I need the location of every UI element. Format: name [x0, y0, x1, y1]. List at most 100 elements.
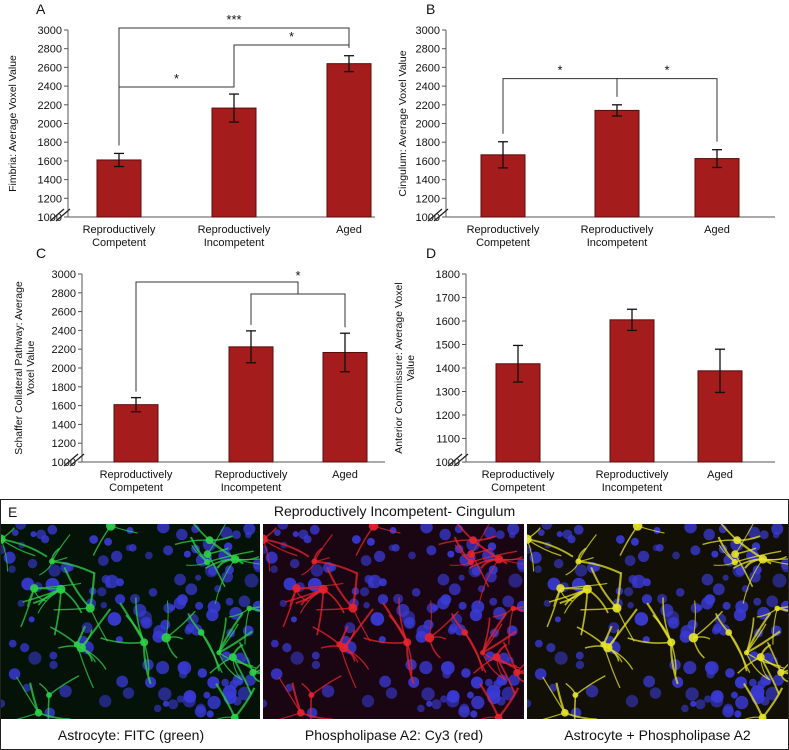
y-tick-label: 2200: [38, 100, 62, 112]
category-label: Aged: [704, 224, 730, 236]
category-label: Reproductively: [596, 469, 669, 481]
y-tick-label: 3000: [38, 25, 62, 37]
category-label: Competent: [476, 237, 530, 249]
category-label: Aged: [332, 469, 358, 481]
axis-break: [63, 453, 79, 467]
y-axis-label: Voxel Value: [25, 341, 37, 396]
y-axis-label: Anterior Commissure: Average Voxel: [393, 282, 405, 453]
y-axis-label: Schaffer Collateral Pathway: Average: [13, 281, 25, 455]
chart-panel-d: D 1000 1100 1200 1300 1400 1500 1600 1700 1800 Ant…: [393, 245, 775, 494]
category-label: Competent: [92, 237, 146, 249]
significance-label: ***: [226, 12, 241, 27]
significance-label: *: [295, 268, 300, 283]
category-label: Reproductively: [198, 224, 271, 236]
y-tick-label: 2400: [52, 325, 76, 337]
significance-bracket: [118, 27, 350, 146]
axis-break: [55, 208, 71, 222]
y-tick-label: 1000: [436, 457, 460, 469]
y-tick-label: 1600: [38, 156, 62, 168]
y-tick-label: 2200: [416, 100, 440, 112]
y-tick-label: 1000: [52, 457, 76, 469]
axis-break: [69, 453, 85, 467]
bar: [609, 319, 655, 463]
category-label: Incompetent: [602, 482, 663, 494]
y-tick-label: 1600: [416, 156, 440, 168]
y-tick-label: 1100: [436, 434, 460, 446]
panel-letter: C: [36, 245, 46, 261]
significance-label: *: [557, 63, 562, 78]
category-label: Reproductively: [467, 224, 540, 236]
axis-break: [433, 208, 449, 222]
bar-charts: A 1000 1200 1400 1600 1800 2000 2200 2400 2600 280…: [7, 1, 775, 494]
bar: [113, 404, 159, 463]
bar: [211, 107, 257, 218]
chart-panel-b: B 1000 1200 1400 1600 1800 2000 2200 2400 2600 280…: [397, 1, 775, 249]
category-label: Competent: [491, 482, 545, 494]
micrograph-astrocyte-fitc: [1, 524, 260, 719]
y-tick-label: 1400: [52, 419, 76, 431]
chart-panel-a: A 1000 1200 1400 1600 1800 2000 2200 2400 2600 280…: [7, 1, 375, 249]
y-tick-label: 1200: [52, 438, 76, 450]
micrograph-texture: [263, 524, 524, 719]
bar: [326, 63, 372, 218]
y-tick-label: 1600: [436, 316, 460, 328]
y-tick-label: 1800: [38, 137, 62, 149]
y-tick-label: 2000: [38, 119, 62, 131]
significance-label: *: [174, 71, 179, 86]
panel-letter: B: [426, 1, 435, 17]
y-tick-label: 2000: [416, 119, 440, 131]
significance-bracket: [135, 281, 299, 392]
y-tick-label: 1400: [436, 363, 460, 375]
category-label: Reproductively: [83, 224, 156, 236]
panel-e-title: Reproductively Incompetent- Cingulum: [273, 503, 516, 519]
category-label: Incompetent: [587, 237, 648, 249]
y-axis-label: Cingulum: Average Voxel Value: [397, 50, 409, 196]
y-axis-label: Value: [405, 355, 417, 381]
y-tick-label: 2600: [416, 62, 440, 74]
category-label: Reproductively: [482, 469, 555, 481]
category-label: Aged: [707, 469, 733, 481]
category-label: Reproductively: [100, 469, 173, 481]
significance-bracket: [616, 78, 718, 142]
y-tick-label: 3000: [52, 269, 76, 281]
micrograph-merged: [527, 524, 788, 719]
y-tick-label: 1400: [38, 175, 62, 187]
axis-break: [49, 208, 65, 222]
y-tick-label: 2800: [416, 44, 440, 56]
category-label: Aged: [336, 224, 362, 236]
y-tick-label: 1200: [416, 193, 440, 205]
y-tick-label: 1500: [436, 340, 460, 352]
micrograph-phospholipase-cy3: [263, 524, 524, 719]
category-label: Reproductively: [581, 224, 654, 236]
caption-astrocyte-fitc: Astrocyte: FITC (green): [57, 727, 205, 743]
y-tick-label: 1200: [38, 193, 62, 205]
y-tick-label: 1000: [38, 212, 62, 224]
caption-phospholipase-cy3: Phospholipase A2: Cy3 (red): [304, 727, 484, 743]
axis-break: [453, 453, 469, 467]
panel-letter: A: [36, 1, 46, 17]
category-label: Incompetent: [204, 237, 265, 249]
y-tick-label: 2600: [52, 307, 76, 319]
axis-break: [447, 453, 463, 467]
y-tick-label: 2400: [416, 81, 440, 93]
y-tick-label: 1800: [416, 137, 440, 149]
category-label: Reproductively: [215, 469, 288, 481]
micrograph-texture: [527, 524, 788, 719]
y-tick-label: 2600: [38, 62, 62, 74]
y-tick-label: 1000: [416, 212, 440, 224]
y-axis-label: Fimbria: Average Voxel Value: [7, 55, 19, 192]
micrograph-texture: [1, 524, 260, 719]
panel-e-letter: E: [8, 504, 18, 520]
y-tick-label: 3000: [416, 25, 440, 37]
bar: [96, 159, 142, 218]
y-tick-label: 1800: [436, 269, 460, 281]
significance-bracket: [250, 293, 346, 328]
axis-break: [427, 208, 443, 222]
y-tick-label: 1200: [436, 410, 460, 422]
bar: [594, 109, 640, 218]
caption-merged: Astrocyte + Phospholipase A2: [564, 727, 751, 743]
significance-label: *: [664, 63, 669, 78]
panel-letter: D: [426, 245, 436, 261]
y-tick-label: 2800: [52, 288, 76, 300]
y-tick-label: 1300: [436, 387, 460, 399]
